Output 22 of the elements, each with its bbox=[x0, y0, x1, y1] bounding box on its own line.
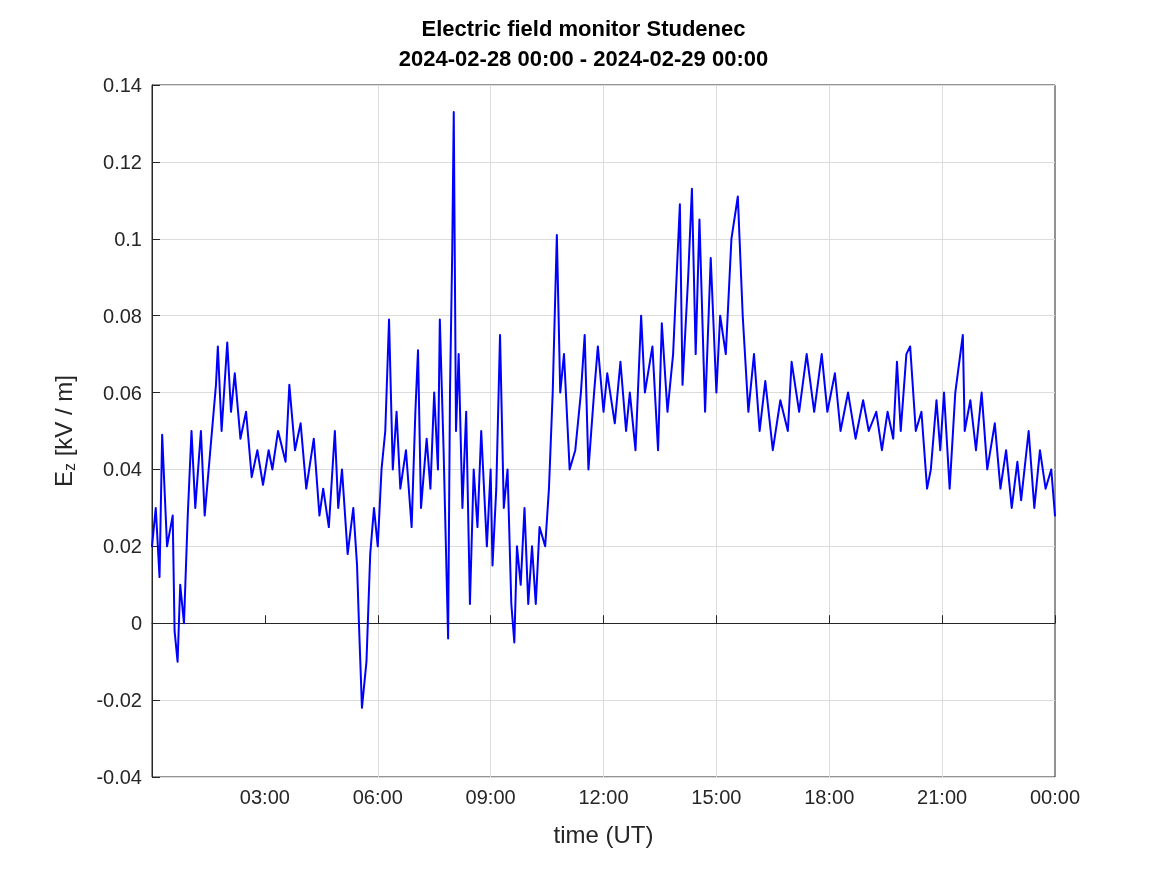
y-tick-label: 0.08 bbox=[103, 304, 142, 327]
y-tick-label: 0 bbox=[130, 612, 142, 635]
y-tick-label: 0.02 bbox=[103, 535, 142, 558]
chart-title: Electric field monitor Studenec 2024-02-28 00:00 - 2024-02-29 00:00 bbox=[398, 15, 769, 71]
y-tick-label: -0.02 bbox=[96, 689, 142, 712]
y-tick-label: 0.14 bbox=[103, 74, 142, 96]
x-tick-label: 00:00 bbox=[1029, 786, 1081, 808]
x-axis-title: time (UT) bbox=[553, 820, 654, 848]
x-tick-label: 03:00 bbox=[239, 786, 290, 808]
y-tick-label: 0.1 bbox=[114, 227, 142, 250]
x-tick-label: 21:00 bbox=[917, 786, 968, 808]
y-tick-label: -0.04 bbox=[96, 766, 142, 788]
y-tick-label: 0.06 bbox=[103, 381, 142, 404]
y-tick-label: 0.12 bbox=[103, 150, 142, 173]
y-tick-label: 0.04 bbox=[103, 458, 142, 481]
x-tick-label: 06:00 bbox=[352, 786, 403, 808]
line-series bbox=[151, 110, 1056, 709]
x-tick-label: 18:00 bbox=[804, 786, 855, 808]
x-tick-label: 09:00 bbox=[465, 786, 516, 808]
x-tick-label: 12:00 bbox=[578, 786, 629, 808]
y-axis-title: Ez [kV / m] bbox=[49, 374, 78, 488]
x-tick-label: 15:00 bbox=[691, 786, 742, 808]
